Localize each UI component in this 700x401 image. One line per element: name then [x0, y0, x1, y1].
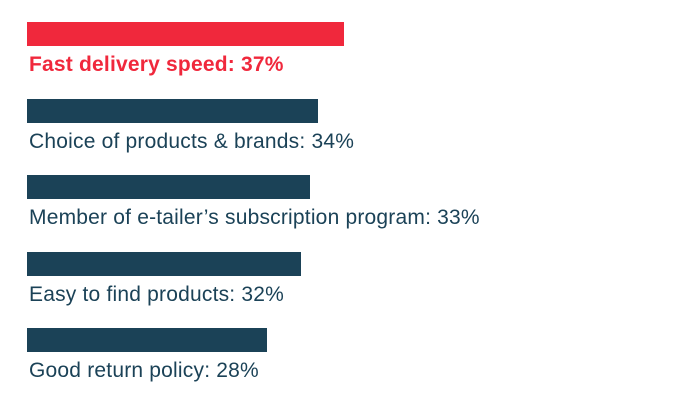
bar-label-4: Easy to find products: 32%: [29, 282, 285, 306]
bar-5: [27, 328, 267, 352]
bar-1: [27, 22, 345, 46]
bar-4: [27, 251, 302, 276]
bar-label-3: Member of e-tailer’s subscription progra…: [29, 206, 480, 229]
bar-3: [27, 175, 310, 199]
bar-label-1: Fast delivery speed: 37%: [29, 53, 284, 76]
bar-label-5: Good return policy: 28%: [29, 359, 259, 382]
bar-2: [27, 98, 319, 123]
bar-label-2: Choice of products & brands: 34%: [29, 129, 355, 153]
